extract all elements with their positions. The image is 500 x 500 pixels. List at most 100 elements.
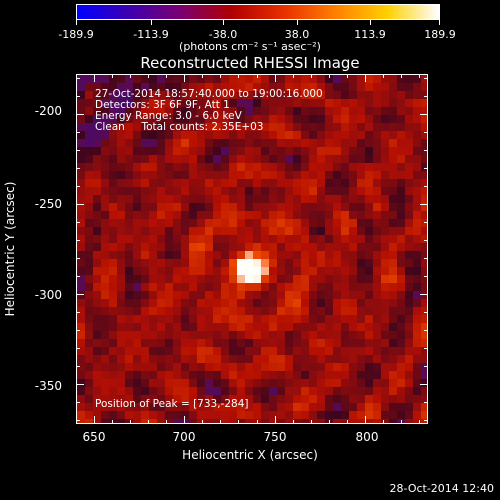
- image-pixel: [109, 123, 117, 131]
- image-pixel: [109, 83, 117, 91]
- image-pixel: [405, 411, 413, 419]
- image-pixel: [293, 355, 301, 363]
- image-pixel: [325, 203, 333, 211]
- image-pixel: [125, 219, 133, 227]
- image-pixel: [221, 227, 229, 235]
- image-pixel: [285, 403, 293, 411]
- image-pixel: [333, 315, 341, 323]
- image-pixel: [293, 203, 301, 211]
- image-pixel: [373, 211, 381, 219]
- image-pixel: [141, 171, 149, 179]
- image-pixel: [261, 323, 269, 331]
- image-pixel: [101, 235, 109, 243]
- image-pixel: [101, 283, 109, 291]
- image-pixel: [133, 179, 141, 187]
- image-pixel: [261, 91, 269, 99]
- image-pixel: [157, 171, 165, 179]
- image-pixel: [237, 123, 245, 131]
- image-pixel: [397, 299, 405, 307]
- image-pixel: [293, 395, 301, 403]
- image-pixel: [85, 419, 93, 423]
- image-pixel: [157, 227, 165, 235]
- image-pixel: [141, 155, 149, 163]
- image-pixel: [77, 363, 85, 371]
- image-pixel: [213, 115, 221, 123]
- image-pixel: [381, 291, 389, 299]
- image-pixel: [397, 363, 405, 371]
- image-pixel: [301, 203, 309, 211]
- image-pixel: [261, 163, 269, 171]
- image-pixel: [277, 211, 285, 219]
- image-pixel: [109, 131, 117, 139]
- image-pixel: [397, 107, 405, 115]
- image-pixel: [213, 283, 221, 291]
- axis-tick-mark: [424, 366, 428, 368]
- image-pixel: [133, 235, 141, 243]
- image-pixel: [357, 179, 365, 187]
- image-pixel: [165, 251, 173, 259]
- image-pixel: [229, 339, 237, 347]
- image-pixel: [101, 171, 109, 179]
- image-pixel: [373, 395, 381, 403]
- image-pixel: [413, 387, 421, 395]
- image-pixel: [397, 315, 405, 323]
- image-pixel: [341, 283, 349, 291]
- image-pixel: [173, 283, 181, 291]
- image-pixel: [173, 411, 181, 419]
- image-pixel: [413, 371, 421, 379]
- image-pixel: [93, 147, 101, 155]
- image-pixel: [365, 387, 373, 395]
- image-pixel: [205, 235, 213, 243]
- image-pixel: [149, 187, 157, 195]
- image-pixel: [341, 243, 349, 251]
- image-pixel: [85, 267, 93, 275]
- image-pixel: [149, 99, 157, 107]
- image-pixel: [117, 107, 125, 115]
- image-pixel: [333, 251, 341, 259]
- image-pixel: [405, 163, 413, 171]
- image-pixel: [125, 203, 133, 211]
- image-pixel: [197, 323, 205, 331]
- image-pixel: [285, 275, 293, 283]
- axis-tick-mark: [112, 74, 114, 78]
- image-pixel: [389, 131, 397, 139]
- image-pixel: [277, 195, 285, 203]
- image-pixel: [125, 195, 133, 203]
- footer-date: 28-Oct-2014 12:40: [389, 482, 494, 495]
- image-pixel: [125, 91, 133, 99]
- image-pixel: [269, 99, 277, 107]
- image-pixel: [325, 211, 333, 219]
- image-pixel: [197, 147, 205, 155]
- image-pixel: [229, 75, 237, 83]
- image-pixel: [389, 179, 397, 187]
- image-pixel: [173, 171, 181, 179]
- image-pixel: [373, 139, 381, 147]
- image-pixel: [237, 219, 245, 227]
- image-pixel: [85, 291, 93, 299]
- image-pixel: [405, 203, 413, 211]
- image-pixel: [365, 307, 373, 315]
- image-pixel: [365, 371, 373, 379]
- image-pixel: [189, 139, 197, 147]
- image-pixel: [165, 347, 173, 355]
- image-pixel: [389, 411, 397, 419]
- image-pixel: [421, 395, 427, 403]
- image-pixel: [109, 179, 117, 187]
- image-pixel: [213, 99, 221, 107]
- image-pixel: [253, 235, 261, 243]
- image-pixel: [237, 299, 245, 307]
- image-pixel: [277, 187, 285, 195]
- image-pixel: [309, 227, 317, 235]
- image-pixel: [85, 179, 93, 187]
- image-pixel: [301, 219, 309, 227]
- image-pixel: [93, 339, 101, 347]
- image-pixel: [277, 331, 285, 339]
- image-pixel: [405, 139, 413, 147]
- image-pixel: [205, 115, 213, 123]
- image-pixel: [381, 123, 389, 131]
- image-pixel: [149, 83, 157, 91]
- image-pixel: [253, 251, 261, 259]
- image-pixel: [413, 291, 421, 299]
- image-pixel: [373, 147, 381, 155]
- image-pixel: [245, 123, 253, 131]
